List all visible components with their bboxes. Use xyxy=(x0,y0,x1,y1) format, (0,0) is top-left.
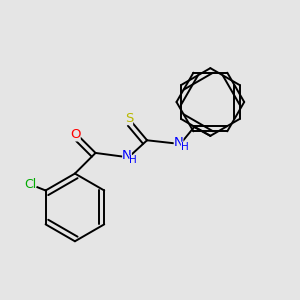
Text: S: S xyxy=(125,112,133,125)
Text: N: N xyxy=(122,149,132,162)
Text: H: H xyxy=(129,155,137,165)
Text: N: N xyxy=(174,136,183,149)
Text: O: O xyxy=(70,128,81,142)
Text: H: H xyxy=(181,142,189,152)
Text: Cl: Cl xyxy=(24,178,37,191)
